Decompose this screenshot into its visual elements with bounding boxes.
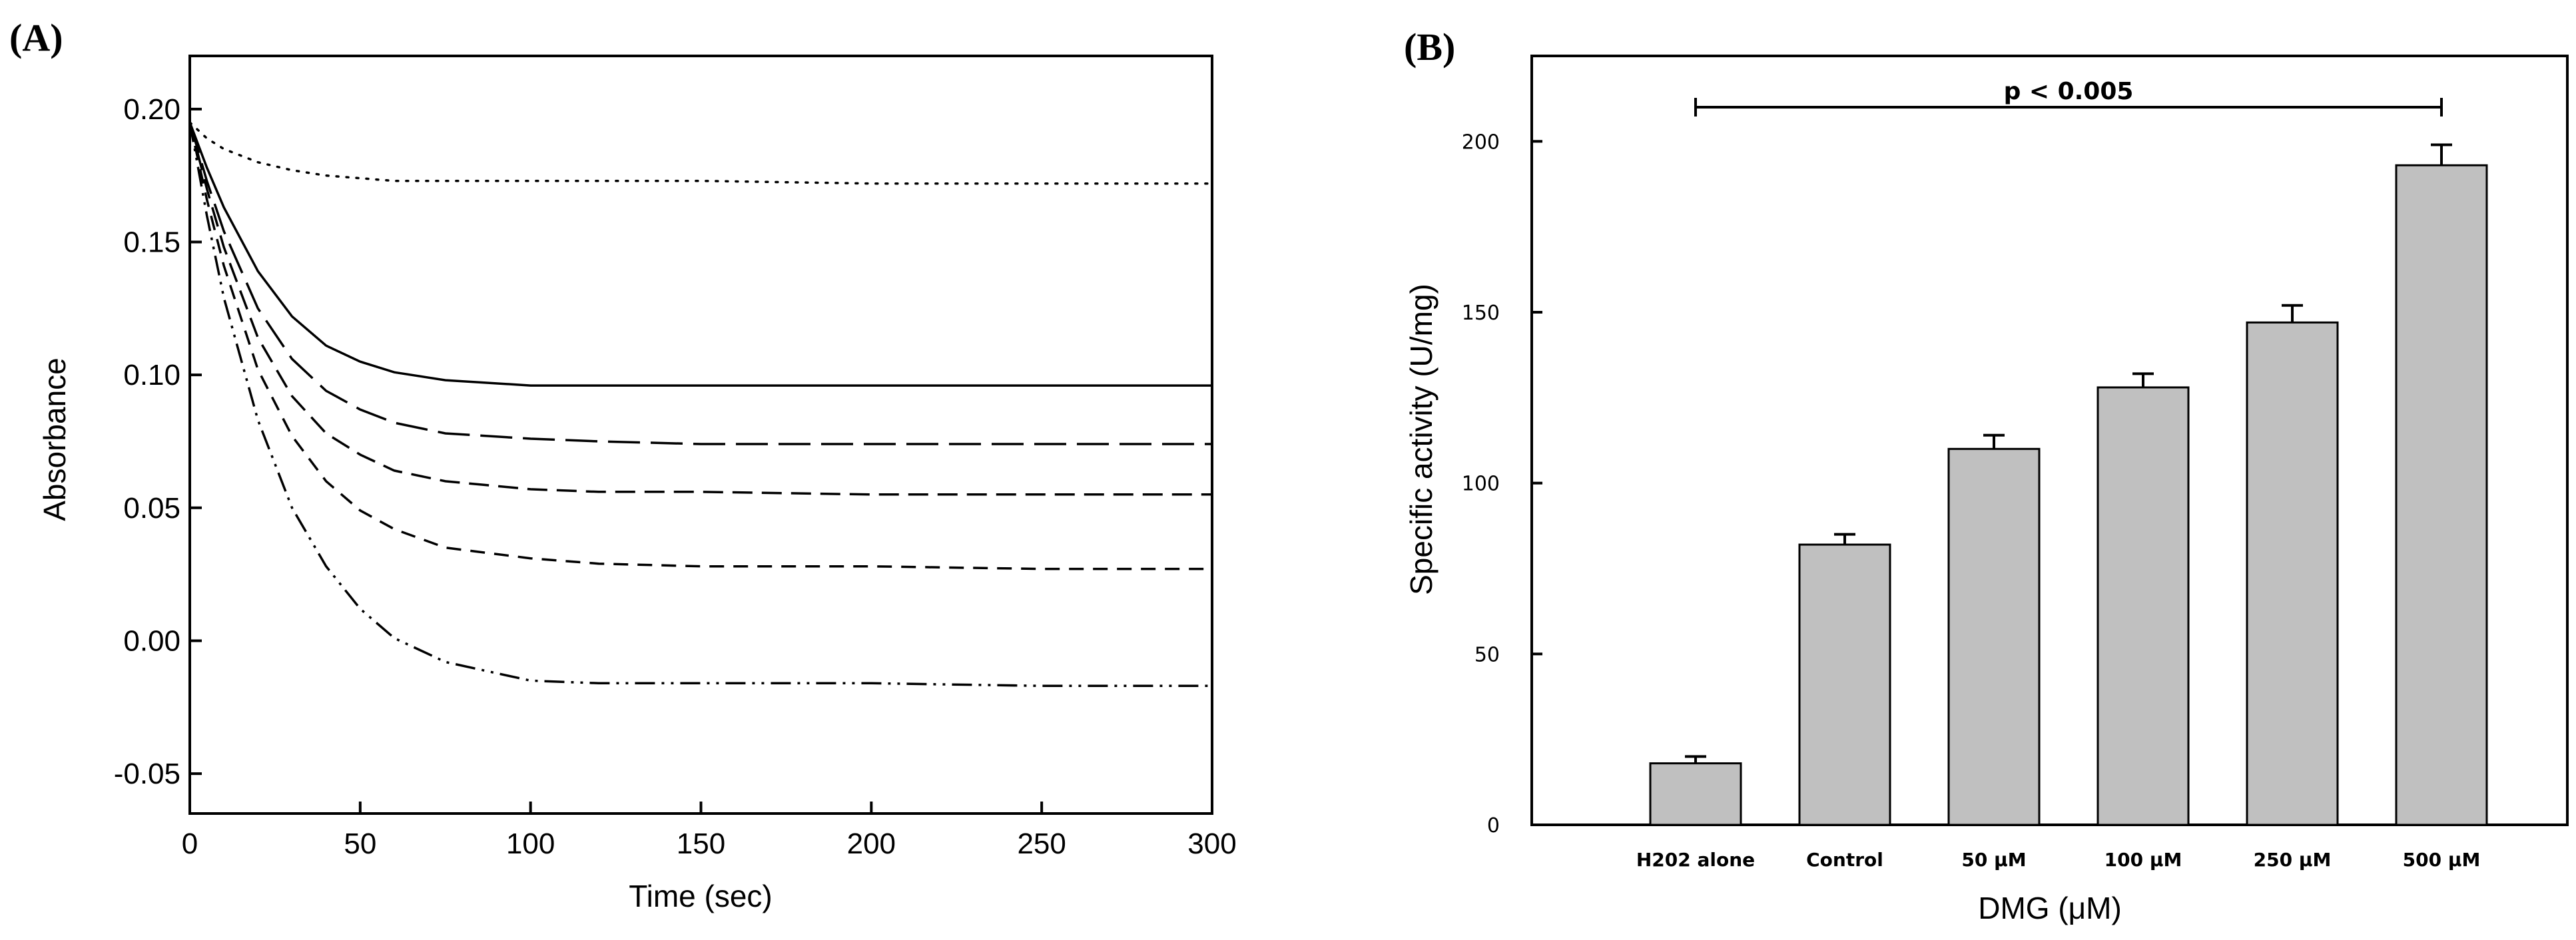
- bar: [2395, 164, 2488, 826]
- panel-b-x-axis-title: DMG (μM): [1978, 891, 2122, 925]
- category-label: 100 μM: [2104, 849, 2182, 871]
- y-tick-label: 200: [1462, 130, 1500, 154]
- panel-a-plot-frame: [188, 55, 1213, 815]
- y-tick-label: 100: [1462, 473, 1500, 496]
- y-tick-label: 150: [1462, 302, 1500, 325]
- bar: [2096, 386, 2190, 826]
- y-tick-label: 0.05: [123, 492, 180, 525]
- series-line-dash: [188, 122, 1212, 496]
- y-tick-label: 0.00: [123, 624, 180, 657]
- category-label: H202 alone: [1636, 849, 1755, 871]
- panel-b-label: (B): [1404, 25, 1455, 69]
- y-tick-label: 0.15: [123, 226, 180, 259]
- panel-b-bars: H202 alone Control 50 μM 100 μM 250 μM 500 μM: [1636, 143, 2488, 871]
- series-line-dash-dot-dot: [188, 122, 1212, 688]
- x-tick-label: 0: [182, 827, 198, 860]
- panel-a-x-axis-title: Time (sec): [629, 879, 773, 913]
- x-tick-label: 300: [1187, 827, 1236, 860]
- panel-b-plot-frame: [1530, 55, 2569, 826]
- y-tick-label: -0.05: [114, 758, 180, 790]
- bar: [2246, 321, 2339, 826]
- panel-a-line-chart: (A) -0.05 0.00 0.05 0.10 0.15 0.20 0 50 100 150 2…: [9, 16, 1237, 913]
- x-tick-label: 200: [847, 827, 896, 860]
- panel-b-significance-bracket: p < 0.005: [1694, 78, 2443, 117]
- x-tick-label: 250: [1017, 827, 1066, 860]
- series-line-solid: [188, 122, 1212, 387]
- panel-a-x-ticks: 0 50 100 150 200 250 300: [182, 802, 1237, 860]
- x-tick-label: 50: [344, 827, 376, 860]
- category-label: 500 μM: [2403, 849, 2481, 871]
- panel-b-y-ticks: 0 50 100 150 200: [1462, 130, 1542, 837]
- bar: [1798, 543, 1891, 826]
- category-label: 250 μM: [2254, 849, 2332, 871]
- panel-b-y-axis-title: Specific activity (U/mg): [1404, 284, 1439, 595]
- panel-b-bar-chart: (B) 0 50 100 150 200 H202 alone Control 50 μM 1…: [1404, 25, 2569, 925]
- panel-a-series-group: [188, 121, 1213, 688]
- bar: [1649, 762, 1742, 826]
- panel-a-y-ticks: -0.05 0.00 0.05 0.10 0.15 0.20: [114, 93, 202, 790]
- x-tick-label: 100: [506, 827, 555, 860]
- category-label: 50 μM: [1961, 849, 2026, 871]
- x-tick-label: 150: [677, 827, 725, 860]
- p-value-annotation: p < 0.005: [2004, 78, 2134, 105]
- panel-a-label: (A): [9, 16, 63, 59]
- panel-a-y-axis-title: Absorbance: [37, 357, 72, 521]
- bar: [1947, 447, 2041, 826]
- series-line-long-dash: [188, 122, 1212, 445]
- y-tick-label: 0: [1487, 814, 1500, 837]
- series-line-short-dash: [188, 122, 1212, 571]
- y-tick-label: 50: [1474, 643, 1500, 666]
- y-tick-label: 0.10: [123, 359, 180, 391]
- series-line-dotted: [188, 121, 1213, 185]
- category-label: Control: [1806, 849, 1883, 871]
- y-tick-label: 0.20: [123, 93, 180, 126]
